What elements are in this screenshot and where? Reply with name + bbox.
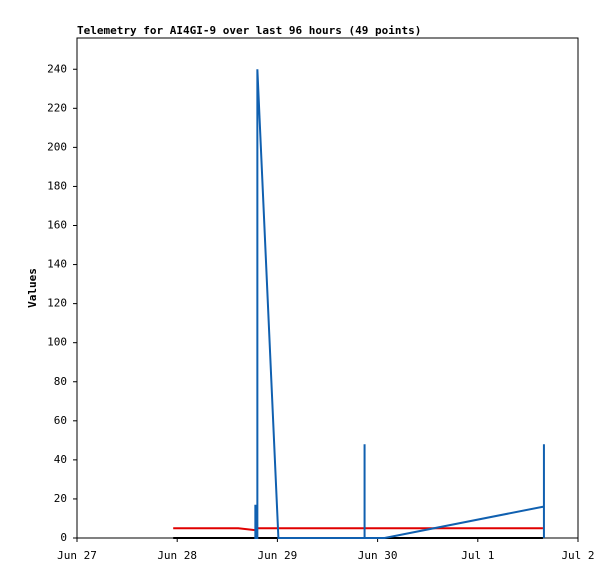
y-tick-label: 120 (47, 297, 67, 310)
y-tick-label: 220 (47, 101, 67, 114)
y-tick-label: 100 (47, 336, 67, 349)
y-tick-label: 20 (54, 492, 67, 505)
y-tick-label: 200 (47, 140, 67, 153)
y-tick-label: 140 (47, 258, 67, 271)
series-line (254, 69, 545, 539)
series-line (173, 527, 543, 532)
y-tick-label: 80 (54, 375, 67, 388)
y-tick-label: 40 (54, 453, 67, 466)
y-tick-label: 240 (47, 62, 67, 75)
y-axis-label: Values (26, 268, 39, 308)
x-tick-label: Jul 1 (461, 549, 494, 562)
plot-frame (76, 37, 579, 539)
y-tick-label: 180 (47, 179, 67, 192)
x-tick-label: Jul 2 (561, 549, 594, 562)
x-tick-label: Jun 27 (57, 549, 97, 562)
x-tick-label: Jun 28 (157, 549, 197, 562)
x-tick-label: Jun 30 (358, 549, 398, 562)
x-tick-label: Jun 29 (258, 549, 298, 562)
y-tick-label: 60 (54, 414, 67, 427)
y-tick-label: 160 (47, 219, 67, 232)
y-tick-label: 0 (60, 531, 67, 544)
chart-title: Telemetry for AI4GI-9 over last 96 hours… (77, 24, 421, 37)
